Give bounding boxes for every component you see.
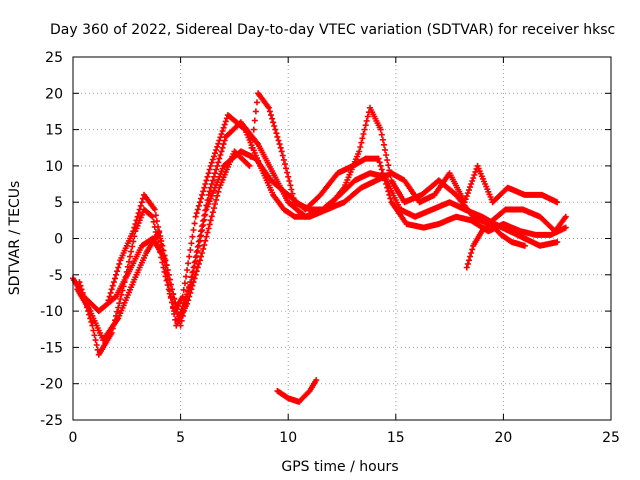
x-tick-label: 25 <box>602 430 620 446</box>
series-arc-f <box>463 221 528 271</box>
series-marks <box>104 90 561 329</box>
chart-title: Day 360 of 2022, Sidereal Day-to-day VTE… <box>50 22 615 38</box>
x-tick-label: 15 <box>387 430 405 446</box>
axis-ticks <box>72 56 612 421</box>
y-tick-label: 10 <box>45 159 63 175</box>
series-arc-e <box>274 377 320 405</box>
series-marks <box>76 104 569 358</box>
series-marks <box>274 377 320 405</box>
y-axis-label: SDTVAR / TECUs <box>7 181 23 296</box>
series-marks <box>70 148 569 322</box>
data-points <box>70 90 569 405</box>
series-marks <box>463 221 528 271</box>
x-axis-label: GPS time / hours <box>281 459 398 475</box>
y-tick-label: 25 <box>45 50 63 66</box>
series-arc-c <box>76 104 569 358</box>
y-tick-label: 0 <box>54 232 63 248</box>
y-tick-label: 15 <box>45 123 63 139</box>
y-tick-label: 20 <box>45 86 63 102</box>
y-tick-label: -25 <box>40 413 63 429</box>
series-arc-a <box>70 148 569 322</box>
x-tick-labels: 0 5 10 15 20 25 <box>69 430 620 446</box>
y-tick-label: -5 <box>49 268 63 284</box>
y-tick-labels: -25 -20 -15 -10 -5 0 5 10 15 20 25 <box>40 50 63 429</box>
x-tick-label: 10 <box>279 430 297 446</box>
x-tick-label: 5 <box>176 430 185 446</box>
series-arc-d <box>104 90 561 329</box>
x-tick-label: 0 <box>69 430 78 446</box>
y-tick-label: 5 <box>54 195 63 211</box>
y-tick-label: -10 <box>40 304 63 320</box>
x-tick-label: 20 <box>494 430 512 446</box>
y-tick-label: -15 <box>40 340 63 356</box>
y-tick-label: -20 <box>40 377 63 393</box>
